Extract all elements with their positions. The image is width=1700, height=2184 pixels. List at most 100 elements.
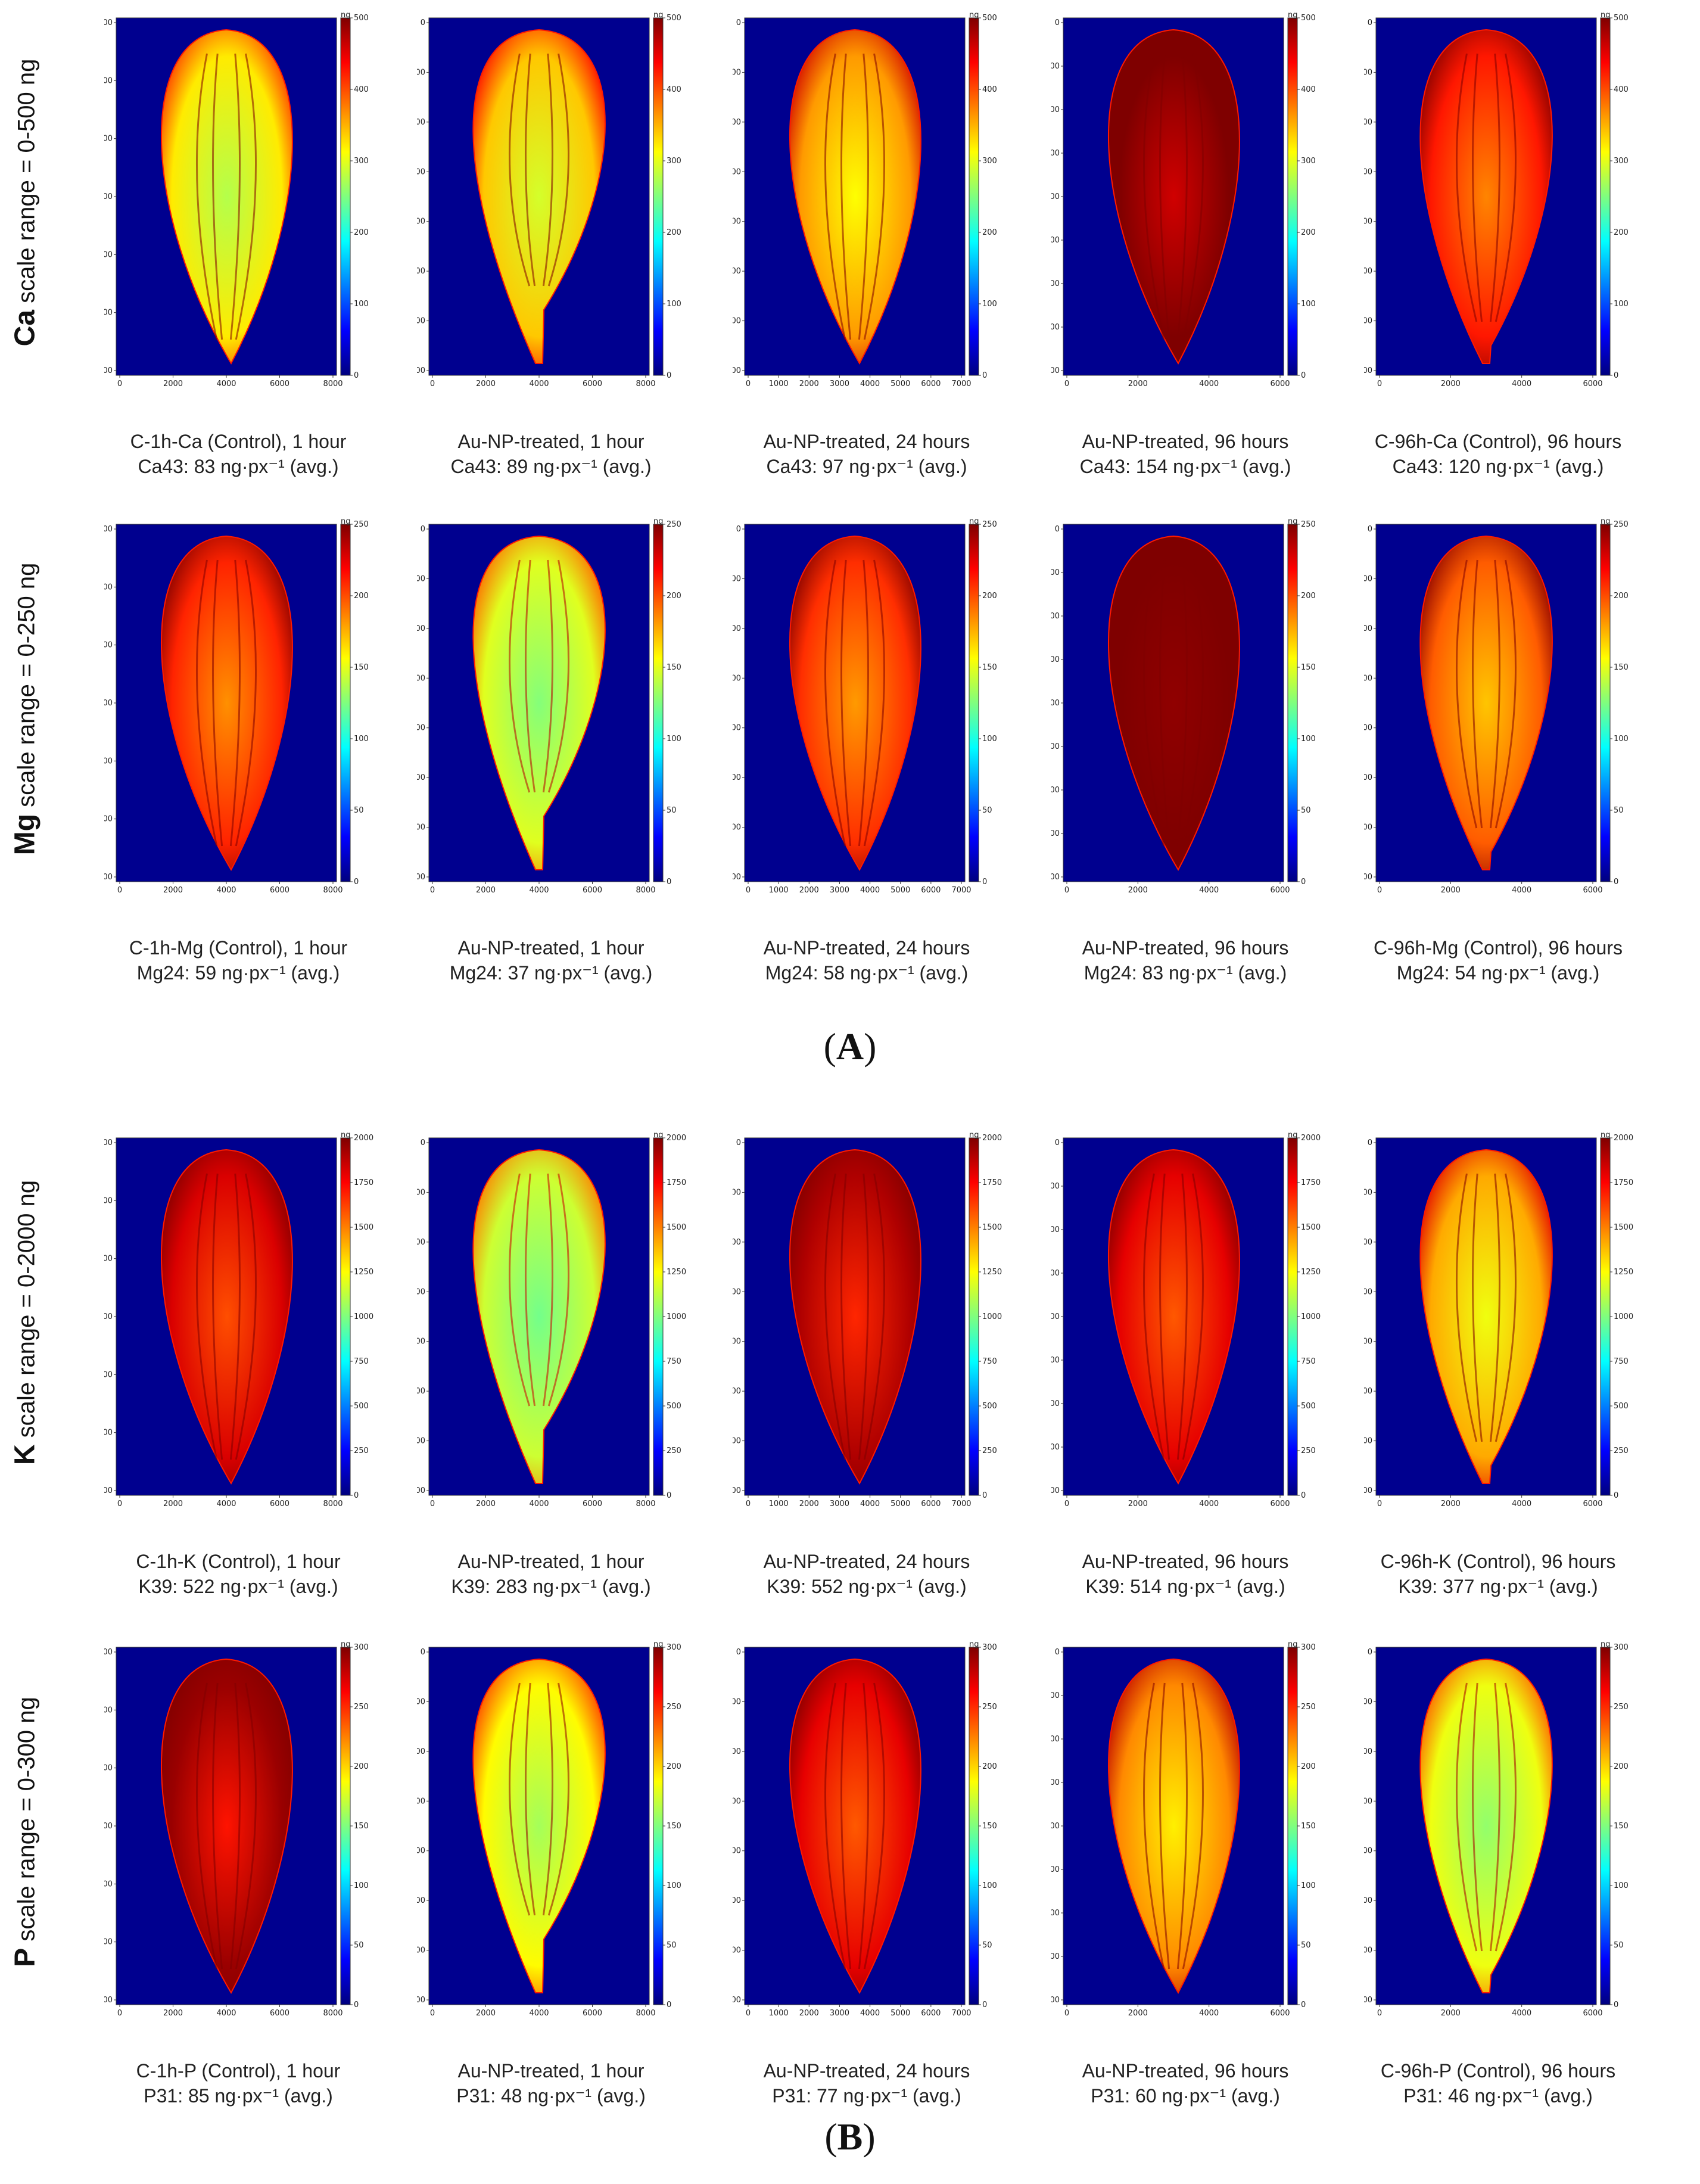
colorbar (969, 17, 979, 376)
colorbar-tick-label: 0 (1614, 878, 1618, 886)
y-tick-label: 4000 (104, 1196, 113, 1205)
y-tick-label: 14,000 (1051, 1443, 1060, 1452)
colorbar-tick-label: 50 (982, 1941, 992, 1950)
colorbar-unit: ng (341, 518, 351, 526)
y-tick-label: 10,000 (417, 724, 425, 733)
y-tick-label: 14,000 (104, 366, 113, 375)
y-tick-label: 10,000 (1364, 773, 1372, 782)
x-tick-label: 0 (1377, 886, 1382, 895)
leaf-vein (525, 1682, 536, 1916)
x-tick-label: 2000 (476, 379, 496, 388)
leaf-vein (1494, 1173, 1517, 1442)
y-tick-label: 14,000 (1364, 366, 1372, 375)
y-tick-label: 15,000 (417, 1946, 425, 1955)
x-tick-label: 4000 (860, 2009, 880, 2018)
caption-title: C-96h-P (Control), 96 hours (1380, 2060, 1616, 2082)
element-symbol: Mg (9, 814, 41, 855)
y-tick-label: 8000 (104, 1312, 113, 1321)
colorbar-tick-label: 1500 (667, 1223, 686, 1232)
heatmap-p-2: 025005000750010,00012,50015,00017,500020… (417, 1641, 681, 2018)
leaf-vein (196, 1173, 218, 1460)
colorbar-tick-label: 100 (982, 735, 997, 743)
colorbar-tick-label: 0 (1301, 371, 1306, 380)
x-tick-label: 4000 (529, 886, 549, 895)
y-tick-label: 2000 (733, 68, 741, 77)
colorbar-tick-label: 50 (667, 1941, 677, 1950)
colorbar (653, 17, 664, 376)
caption-average: P31: 85 ng·px⁻¹ (avg.) (144, 2085, 333, 2107)
y-tick-label: 12,500 (417, 267, 425, 276)
colorbar-tick-label: 250 (354, 1703, 369, 1712)
y-tick-label: 8000 (1364, 724, 1372, 733)
leaf-vein (509, 53, 531, 287)
y-tick-label: 10,000 (417, 1337, 425, 1346)
colorbar-tick-label: 0 (667, 878, 671, 886)
leaf-map (1108, 1658, 1240, 1995)
y-tick-label: 10,000 (104, 757, 113, 766)
y-tick-label: 6000 (104, 1764, 113, 1773)
y-tick-label: 10,000 (104, 1370, 113, 1379)
leaf-vein (211, 1173, 223, 1460)
leaf-vein (863, 1173, 885, 1460)
scale-range-text: scale range = 0-2000 ng (13, 1180, 40, 1438)
colorbar-tick-label: 500 (1614, 1402, 1629, 1411)
y-tick-label: 6000 (733, 1287, 741, 1296)
colorbar-tick-label: 150 (667, 1822, 681, 1831)
y-tick-label: 12,000 (104, 309, 113, 318)
colorbar-tick-label: 0 (667, 1491, 671, 1500)
colorbar-tick-label: 400 (1614, 85, 1629, 94)
colorbar-tick-label: 0 (982, 2001, 987, 2009)
y-tick-label: 12,000 (1364, 1946, 1372, 1955)
heatmap-mg-1: 200040006000800010,00012,00014,000020004… (104, 518, 369, 895)
y-tick-label: 4000 (1051, 105, 1060, 114)
leaf-vein (1143, 1682, 1165, 1970)
colorbar-tick-label: 1750 (1301, 1178, 1321, 1187)
colorbar-tick-label: 250 (1614, 520, 1629, 529)
y-tick-label: 2000 (1364, 574, 1372, 583)
y-tick-label: 8000 (104, 1822, 113, 1831)
y-tick-label: 4000 (733, 1747, 741, 1756)
y-tick-label: 7500 (417, 674, 425, 683)
colorbar-tick-label: 300 (354, 157, 369, 166)
x-tick-label: 4000 (860, 886, 880, 895)
x-tick-label: 4000 (1512, 379, 1531, 388)
y-tick-label: 8000 (104, 192, 113, 201)
colorbar-tick-label: 300 (982, 157, 997, 166)
colorbar-tick-label: 750 (354, 1357, 369, 1366)
y-tick-label: 4000 (1364, 1238, 1372, 1247)
colorbar-tick-label: 100 (1614, 300, 1629, 309)
colorbar-tick-label: 100 (1614, 1881, 1629, 1890)
y-tick-label: 2000 (733, 574, 741, 583)
colorbar-tick-label: 250 (667, 520, 681, 529)
y-tick-label: 6000 (1364, 1797, 1372, 1806)
y-tick-label: 2000 (1051, 1691, 1060, 1700)
leaf-vein (229, 1173, 241, 1460)
colorbar-tick-label: 100 (354, 735, 369, 743)
x-tick-label: 6000 (1583, 2009, 1602, 2018)
colorbar-tick-label: 150 (1301, 1822, 1316, 1831)
heatmap-p-5: 0200040006000800010,00012,00014,00002000… (1364, 1641, 1629, 2018)
x-tick-label: 2000 (799, 2009, 819, 2018)
colorbar (1600, 1647, 1611, 2005)
heatmap-caption: C-96h-Mg (Control), 96 hours Mg24: 54 ng·… (1331, 935, 1665, 985)
colorbar-tick-label: 100 (1301, 300, 1316, 309)
colorbar-tick-label: 2000 (1301, 1134, 1321, 1143)
colorbar-tick-label: 0 (1614, 2001, 1618, 2009)
leaf-map (161, 1149, 293, 1485)
leaf-vein (858, 1682, 870, 1970)
heatmap-caption: Au-NP-treated, 96 hours Ca43: 154 ng·px⁻¹… (1019, 429, 1352, 479)
x-tick-label: 5000 (891, 2009, 910, 2018)
colorbar (340, 1137, 351, 1496)
y-tick-label: 0 (421, 1138, 425, 1147)
x-tick-label: 0 (117, 2009, 122, 2018)
colorbar-tick-label: 150 (982, 1822, 997, 1831)
y-tick-label: 2500 (417, 1188, 425, 1197)
caption-average: K39: 522 ng·px⁻¹ (avg.) (138, 1576, 338, 1597)
x-tick-label: 7000 (951, 2009, 971, 2018)
colorbar-tick-label: 250 (1614, 1703, 1629, 1712)
y-tick-label: 6000 (1051, 1778, 1060, 1787)
y-tick-label: 12,000 (1051, 786, 1060, 795)
leaf-vein (1471, 1173, 1483, 1442)
colorbar-tick-label: 1250 (982, 1268, 1002, 1277)
x-tick-label: 0 (1377, 2009, 1382, 2018)
